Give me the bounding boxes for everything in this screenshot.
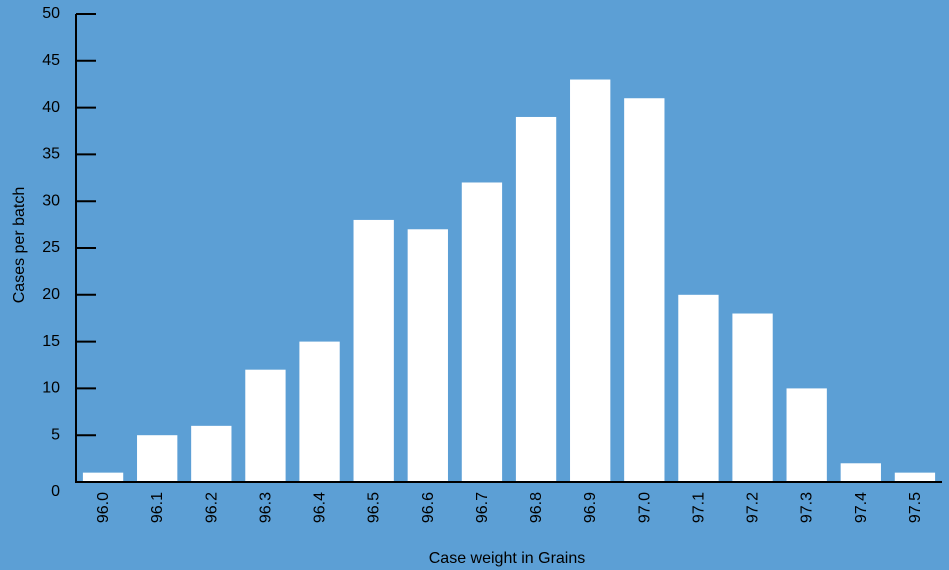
y-tick-label: 15	[42, 333, 60, 350]
x-tick-label: 96.8	[528, 492, 545, 523]
y-ticks-group: 0 5 10 15 20 25 30 35 40 45 50	[42, 5, 96, 500]
bar-96.1	[137, 435, 178, 482]
bar-97.3	[786, 388, 827, 482]
y-tick-label: 0	[51, 483, 60, 500]
x-ticks-group: 96.0 96.1 96.2 96.3 96.4 96.5 96.6 96.7 96.8 96.9…	[95, 492, 924, 523]
bars-group	[82, 79, 936, 483]
x-tick-label: 97.4	[853, 492, 870, 523]
y-tick-label: 30	[42, 192, 60, 209]
bar-96.0	[82, 472, 124, 482]
y-tick-label: 25	[42, 239, 60, 256]
x-tick-label: 97.2	[745, 492, 762, 523]
x-tick-label: 96.4	[312, 492, 329, 523]
x-tick-label: 97.0	[636, 492, 653, 523]
bar-96.2	[191, 425, 232, 482]
bar-96.7	[461, 182, 503, 483]
y-axis-title: Cases per batch	[11, 187, 28, 304]
x-axis-title: Case weight in Grains	[429, 550, 586, 567]
y-tick-label: 40	[42, 99, 60, 116]
bar-97.2	[732, 313, 773, 482]
bar-96.6	[407, 229, 448, 482]
x-tick-label: 96.5	[366, 492, 383, 523]
bar-97.4	[840, 463, 881, 482]
x-tick-label: 96.1	[149, 492, 166, 523]
y-tick-label: 45	[42, 52, 60, 69]
bar-96.9	[570, 79, 611, 483]
bar-96.5	[353, 219, 394, 483]
y-tick-label: 35	[42, 146, 60, 163]
bar-96.8	[515, 116, 557, 483]
x-tick-label: 96.3	[257, 492, 274, 523]
y-tick-label: 50	[42, 5, 60, 22]
x-tick-label: 96.9	[582, 492, 599, 523]
x-tick-label: 96.2	[203, 492, 220, 523]
bar-96.3	[245, 369, 286, 482]
bar-97.0	[624, 98, 665, 483]
y-tick-label: 5	[51, 426, 60, 443]
bar-97.1	[678, 294, 719, 482]
bar-97.5	[894, 472, 936, 482]
x-tick-label: 97.5	[907, 492, 924, 523]
y-tick-label: 10	[42, 380, 60, 397]
x-tick-label: 96.7	[474, 492, 491, 523]
x-tick-label: 96.6	[420, 492, 437, 523]
y-tick-label: 20	[42, 286, 60, 303]
x-tick-label: 97.1	[690, 492, 707, 523]
x-tick-label: 96.0	[95, 492, 112, 523]
bar-96.4	[299, 341, 340, 482]
x-tick-label: 97.3	[799, 492, 816, 523]
